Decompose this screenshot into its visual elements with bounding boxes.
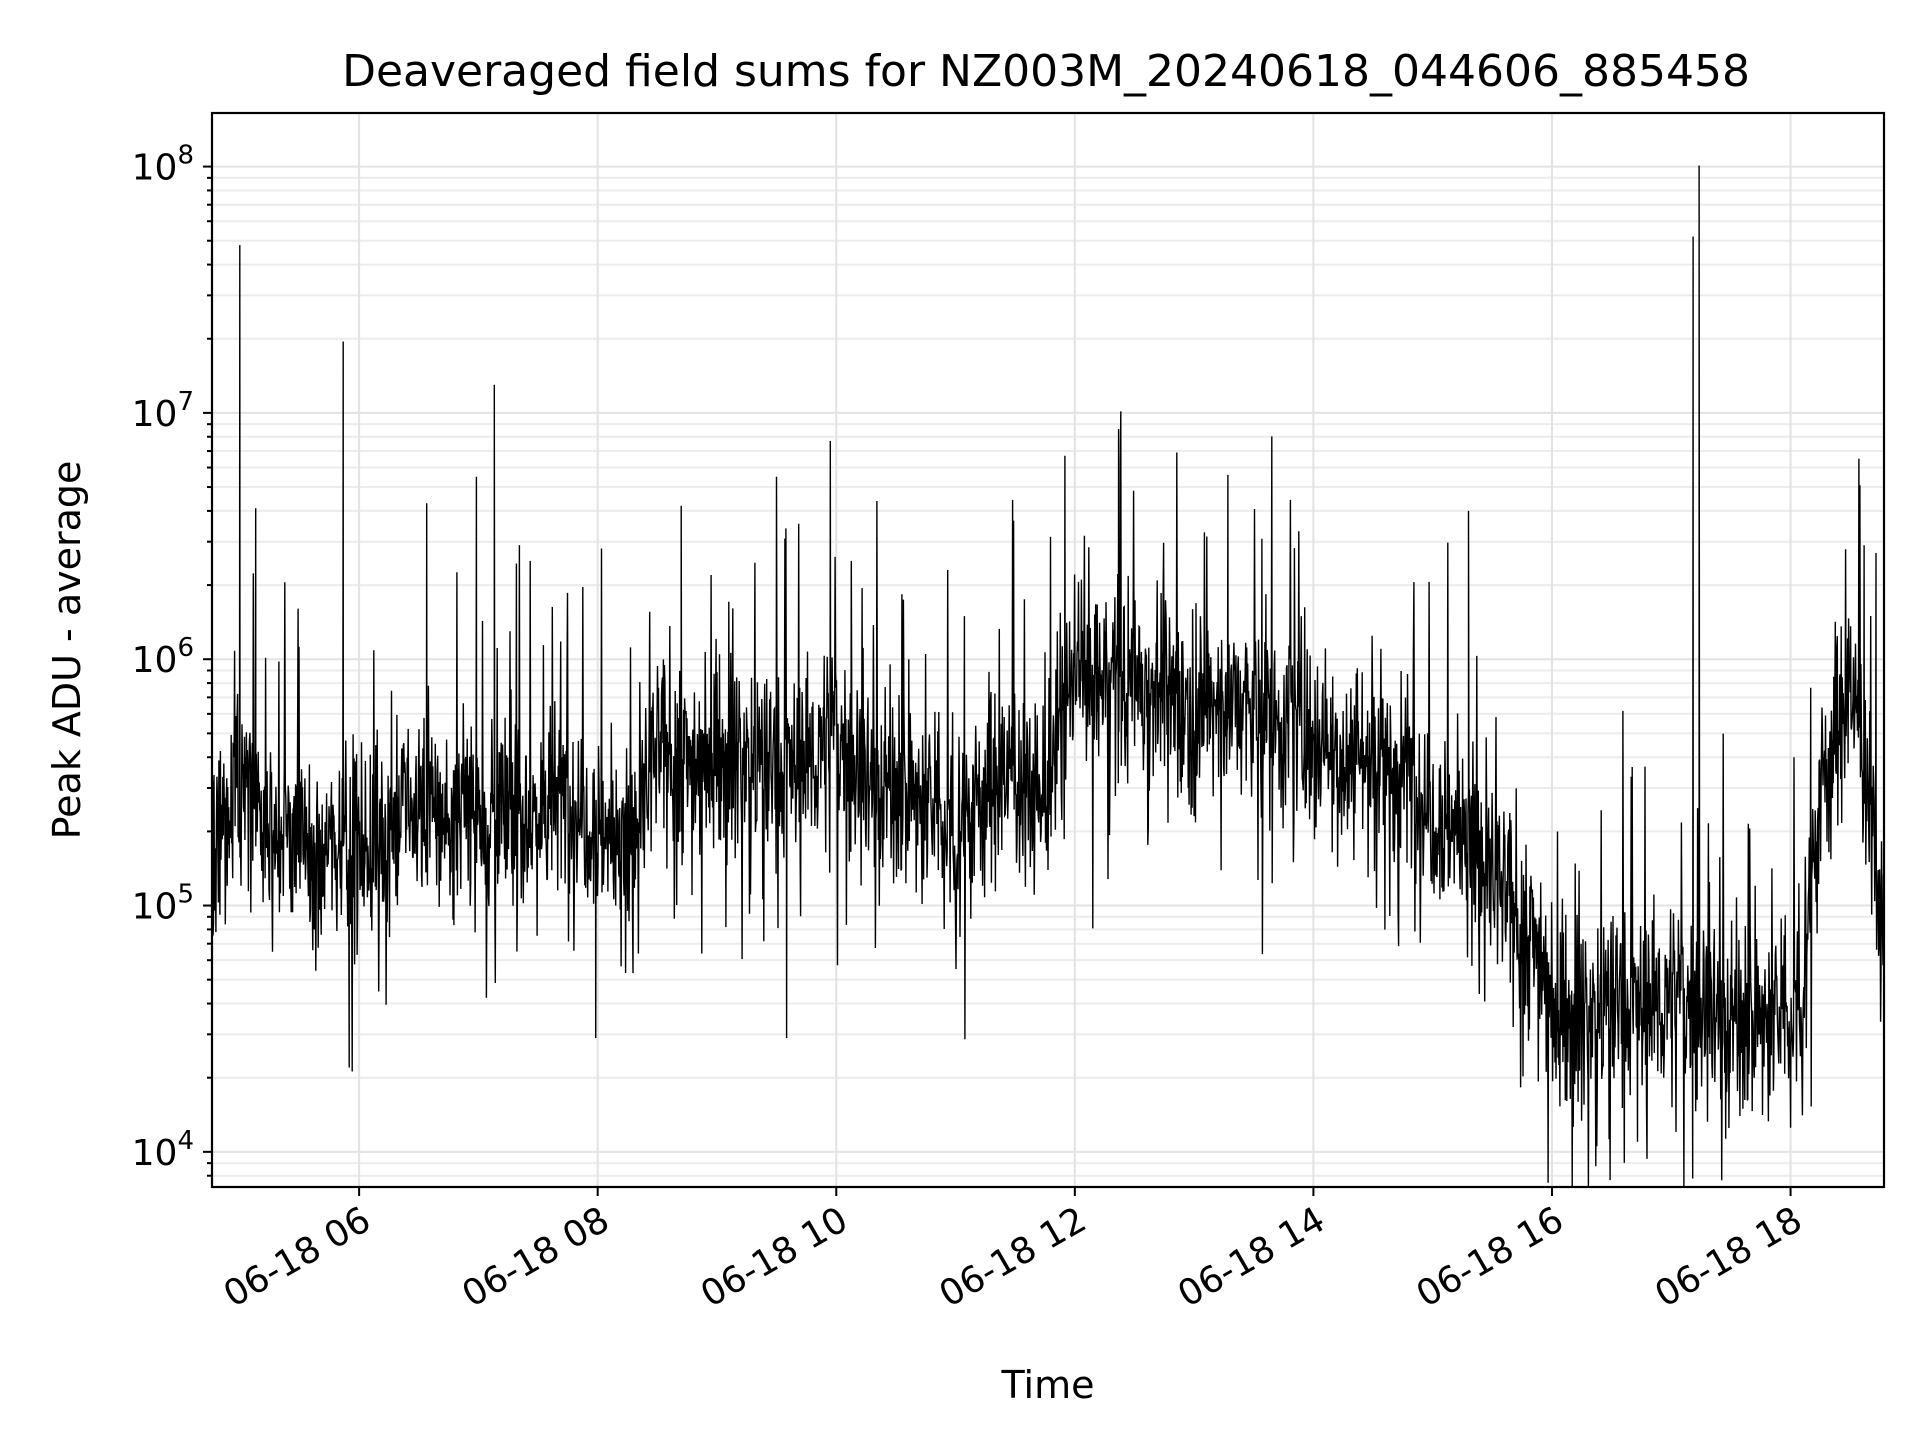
x-tick-label: 06-18 06	[217, 1199, 378, 1315]
y-tick-label: 107	[132, 387, 194, 435]
x-tick-label: 06-18 12	[933, 1199, 1094, 1315]
x-axis: 06-18 06 06-18 08 06-18 10 06-18 12 06-18 14…	[217, 1187, 1809, 1316]
y-tick-label: 105	[132, 880, 194, 928]
y-axis-label: Peak ADU - average	[45, 461, 89, 840]
x-tick-label: 06-18 18	[1648, 1199, 1809, 1315]
plot-frame	[210, 111, 1886, 1189]
series-layer	[211, 165, 1885, 1188]
y-tick-label: 108	[132, 141, 194, 189]
x-tick-label: 06-18 14	[1171, 1199, 1332, 1315]
y-tick-label: 104	[132, 1126, 194, 1174]
x-axis-label: Time	[1001, 1363, 1095, 1407]
y-axis: 104 105 106 107 108	[132, 141, 212, 1177]
x-tick-label: 06-18 08	[456, 1199, 617, 1315]
chart-title: Deaveraged field sums for NZ003M_2024061…	[342, 46, 1750, 97]
x-tick-label: 06-18 16	[1410, 1199, 1571, 1315]
x-tick-label: 06-18 10	[694, 1199, 855, 1315]
y-tick-label: 106	[132, 633, 194, 681]
series-line	[211, 165, 1885, 1188]
